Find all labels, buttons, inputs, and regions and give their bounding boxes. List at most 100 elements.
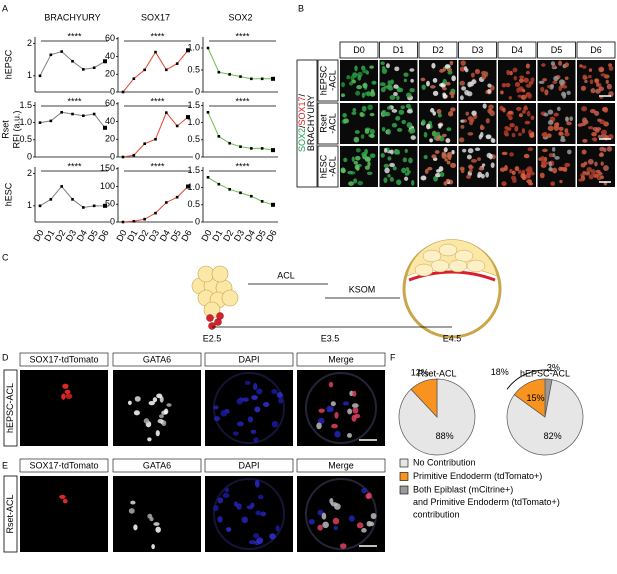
cell [250,502,255,508]
data-point [132,153,136,157]
cell [386,106,392,110]
column-box [19,458,109,473]
cell [364,156,371,162]
x-tick-label: D3 [232,228,246,243]
x-tick-label: D3 [64,228,78,243]
x-tick-label: D6 [264,228,278,243]
cell [477,171,483,178]
cell [582,74,587,79]
column-label: D6 [590,45,602,55]
y-tick-label: 0.5 [19,134,32,144]
cell [600,73,607,77]
cell [439,172,445,177]
cell [600,161,604,166]
pie-title: hEPSC-ACL [520,368,570,378]
column-title: BRACHYURY [44,12,100,22]
cell [460,124,465,129]
cell [411,180,415,186]
panel-letter: A [2,3,8,13]
x-tick-label: D0 [199,228,213,243]
cell [353,160,359,165]
cell [347,170,354,175]
y-tick-label: 150 [100,163,115,173]
cell [509,168,513,174]
data-point [38,74,42,78]
cell [526,166,533,172]
cell [514,81,521,88]
cell [410,78,414,83]
cell [431,154,437,159]
cell [507,110,513,115]
cell [566,149,572,155]
significance: **** [150,31,165,41]
cell [354,65,358,72]
cell [588,68,593,72]
pie-title: Rset-ACL [417,368,456,378]
cell [523,77,529,83]
data-point [121,155,125,159]
cell [384,167,390,174]
cell [271,420,279,428]
column-label: SOX17-tdTomato [29,460,98,470]
cell [445,81,451,86]
cell [361,151,367,158]
cell [341,81,345,88]
row-label: Rset [318,114,328,133]
cell [525,70,530,75]
column-box [418,41,458,59]
cell [404,148,408,153]
embryo-outline [305,478,377,550]
cell [516,87,520,93]
cell [334,430,341,438]
y-tick-label: 1 [27,70,32,80]
cell [461,86,467,91]
cell [127,400,132,405]
cell [485,134,492,139]
row-box [317,145,339,188]
data-point [206,46,210,50]
cell [477,157,481,161]
cell [380,153,385,158]
cell [396,127,403,133]
cell [450,162,457,169]
cell [369,65,374,69]
cell [226,527,232,532]
cell [517,169,522,174]
cell [500,90,504,95]
cell [346,75,351,80]
cell [432,90,439,96]
data-point [186,48,190,53]
cell [354,155,361,161]
micrograph [297,370,385,446]
cell [446,127,452,132]
cell [369,128,375,135]
cell [506,127,512,131]
cell [260,511,266,517]
cell [519,75,525,79]
x-tick-label: D6 [96,228,110,243]
cell [356,522,364,529]
cell [437,113,442,118]
cell [369,112,375,117]
stain-label: BRACHYURY [306,95,316,151]
cell [527,147,534,152]
cell [458,137,465,143]
cell [334,411,339,419]
data-point [217,182,221,186]
cell [518,132,522,137]
cell [391,109,398,113]
cell [481,163,486,167]
cell [243,397,249,402]
cell [391,122,398,128]
cell [460,167,465,174]
injected-cell [216,312,224,320]
cell [561,167,568,172]
cell [442,94,448,99]
cell [588,174,594,180]
icm-cell [414,263,434,277]
icm-cell [448,259,468,273]
cell [371,80,377,85]
stain-part: / [297,125,307,128]
cell [404,176,409,181]
cell [354,164,359,170]
